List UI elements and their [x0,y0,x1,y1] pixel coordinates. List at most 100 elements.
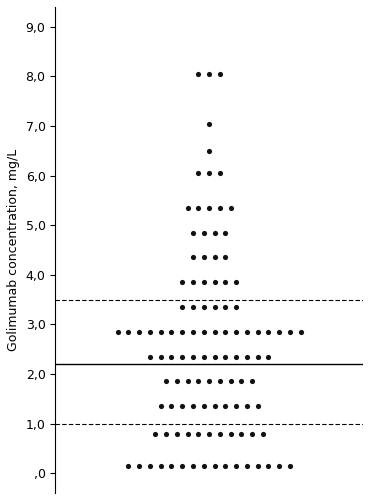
Point [233,352,239,360]
Point [222,254,228,262]
Point [136,462,142,470]
Point [125,328,131,336]
Point [195,378,201,386]
Point [212,402,218,410]
Point [228,378,233,386]
Point [147,328,153,336]
Point [222,278,228,286]
Point [158,352,164,360]
Point [179,303,185,311]
Point [201,254,207,262]
Point [212,254,218,262]
Point [195,169,201,177]
Point [217,169,223,177]
Point [190,303,196,311]
Point [195,70,201,78]
Point [249,430,255,438]
Point [222,352,228,360]
Point [212,462,218,470]
Point [206,378,212,386]
Point [147,462,153,470]
Point [287,462,293,470]
Point [212,228,218,236]
Point [206,120,212,128]
Point [190,278,196,286]
Point [168,328,174,336]
Point [249,378,255,386]
Point [222,402,228,410]
Point [228,430,233,438]
Point [206,430,212,438]
Point [185,378,191,386]
Point [260,430,266,438]
Point [233,328,239,336]
Point [244,352,250,360]
Point [233,303,239,311]
Point [228,204,233,212]
Point [190,228,196,236]
Y-axis label: Golimumab concentration, mg/L: Golimumab concentration, mg/L [7,149,20,351]
Point [255,402,260,410]
Point [222,228,228,236]
Point [168,402,174,410]
Point [233,462,239,470]
Point [185,430,191,438]
Point [265,352,271,360]
Point [222,462,228,470]
Point [158,462,164,470]
Point [233,402,239,410]
Point [255,352,260,360]
Point [195,204,201,212]
Point [217,204,223,212]
Point [201,228,207,236]
Point [190,402,196,410]
Point [222,303,228,311]
Point [179,462,185,470]
Point [206,169,212,177]
Point [158,328,164,336]
Point [179,402,185,410]
Point [168,462,174,470]
Point [212,278,218,286]
Point [163,378,169,386]
Point [195,430,201,438]
Point [206,70,212,78]
Point [115,328,121,336]
Point [276,462,282,470]
Point [255,328,260,336]
Point [147,352,153,360]
Point [190,328,196,336]
Point [201,462,207,470]
Point [239,378,245,386]
Point [179,278,185,286]
Point [190,352,196,360]
Point [190,462,196,470]
Point [201,278,207,286]
Point [206,204,212,212]
Point [179,352,185,360]
Point [212,328,218,336]
Point [152,430,158,438]
Point [212,303,218,311]
Point [239,430,245,438]
Point [185,204,191,212]
Point [174,430,180,438]
Point [222,328,228,336]
Point [163,430,169,438]
Point [217,430,223,438]
Point [201,402,207,410]
Point [244,402,250,410]
Point [298,328,304,336]
Point [190,254,196,262]
Point [206,147,212,155]
Point [287,328,293,336]
Point [217,70,223,78]
Point [244,462,250,470]
Point [217,378,223,386]
Point [179,328,185,336]
Point [125,462,131,470]
Point [265,328,271,336]
Point [201,352,207,360]
Point [255,462,260,470]
Point [276,328,282,336]
